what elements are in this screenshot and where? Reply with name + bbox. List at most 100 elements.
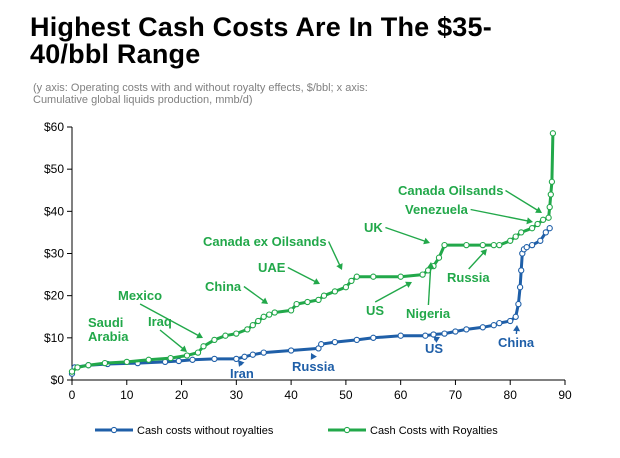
data-point <box>546 225 553 232</box>
title-line-1: Highest Cash Costs Are In The $35- <box>30 12 492 42</box>
annotation-label: Saudi <box>88 315 123 330</box>
annotation-label: Russia <box>447 270 490 285</box>
annotation-arrow <box>139 303 201 338</box>
data-point <box>441 241 448 249</box>
annotation-label: UAE <box>258 260 286 275</box>
arrow-head-icon <box>313 278 320 285</box>
data-point <box>293 300 300 308</box>
data-point <box>528 241 536 249</box>
data-point <box>266 311 273 318</box>
annotation-label: Mexico <box>118 288 162 303</box>
annotation: China <box>498 325 535 350</box>
annotation: UK <box>364 220 430 245</box>
data-point <box>518 229 525 236</box>
annotation: Russia <box>292 353 335 374</box>
data-point <box>490 241 497 249</box>
data-point <box>211 355 218 363</box>
data-point <box>397 273 404 280</box>
y-tick-label: $50 <box>44 162 64 176</box>
data-point <box>523 244 530 251</box>
data-point <box>452 328 459 335</box>
arrow-head-icon <box>433 336 440 343</box>
data-point <box>249 351 256 358</box>
data-point <box>255 317 262 325</box>
y-tick-label: $0 <box>51 373 65 387</box>
annotation-arrow <box>287 266 318 284</box>
series-with <box>68 130 557 375</box>
arrow-head-icon <box>423 237 430 245</box>
annotation-arrow <box>327 241 342 268</box>
data-point <box>370 334 377 341</box>
y-tick-label: $10 <box>44 331 64 345</box>
legend-label: Cash costs without royalties <box>137 425 274 437</box>
annotation: UAE <box>258 260 320 285</box>
x-tick-label: 90 <box>558 388 572 402</box>
annotation-arrow <box>505 189 540 212</box>
x-tick-label: 50 <box>339 388 353 402</box>
data-point <box>479 324 486 331</box>
annotation: US <box>425 336 443 356</box>
data-point <box>512 233 519 240</box>
annotation-label: Arabia <box>88 329 129 344</box>
arrow-head-icon <box>310 353 317 360</box>
annotation-label: Canada Oilsands <box>398 183 503 198</box>
annotation: Nigeria <box>406 262 451 321</box>
arrow-head-icon <box>405 281 412 288</box>
annotation: Arabia <box>88 329 129 344</box>
x-tick-label: 20 <box>175 388 189 402</box>
data-point <box>101 359 109 367</box>
annotation-arrow <box>468 250 486 270</box>
annotation-arrow <box>427 264 432 306</box>
legend-item: Cash Costs with Royalties <box>328 425 498 437</box>
data-point <box>463 241 470 249</box>
data-point <box>331 288 339 295</box>
x-tick-label: 30 <box>230 388 244 402</box>
arrow-head-icon <box>196 332 203 339</box>
legend-marker-icon <box>110 426 118 434</box>
data-point <box>545 214 552 221</box>
data-point <box>183 352 191 359</box>
series-line <box>70 227 551 375</box>
data-point <box>515 300 522 308</box>
data-point <box>549 130 557 137</box>
data-point <box>463 326 470 333</box>
data-point <box>534 220 541 228</box>
data-point <box>353 336 360 344</box>
arrow-head-icon <box>238 360 245 367</box>
y-tick-label: $60 <box>44 120 64 134</box>
series-layer <box>68 130 557 377</box>
data-point <box>175 357 182 365</box>
annotation: China <box>205 279 268 304</box>
data-point <box>547 191 554 198</box>
title-line-2: 40/bbl Range <box>30 39 201 69</box>
data-point <box>211 336 218 344</box>
data-point <box>496 241 503 249</box>
annotation-label: Venezuela <box>405 202 469 217</box>
arrow-head-icon <box>513 325 521 332</box>
data-point <box>318 341 325 348</box>
arrow-head-icon <box>526 217 533 225</box>
data-point <box>397 332 404 339</box>
arrow-head-icon <box>480 249 487 256</box>
data-point <box>287 307 295 314</box>
subtitle-line-2: Cumulative global liquids production, mm… <box>33 94 253 106</box>
annotation: US <box>366 281 412 318</box>
data-point <box>528 225 536 232</box>
data-point <box>516 284 524 291</box>
data-point <box>233 355 240 363</box>
data-point <box>271 309 278 316</box>
data-point <box>287 347 295 354</box>
data-point <box>507 317 514 325</box>
data-point <box>304 298 311 306</box>
subtitle-line-1: (y axis: Operating costs with and withou… <box>33 82 368 94</box>
arrow-head-icon <box>261 297 268 304</box>
data-point <box>435 254 443 261</box>
x-tick-label: 40 <box>284 388 298 402</box>
arrow-head-icon <box>427 262 435 269</box>
annotation: Mexico <box>118 288 203 339</box>
data-point <box>145 356 152 363</box>
data-point <box>518 267 525 274</box>
annotation: Canada ex Oilsands <box>203 234 343 270</box>
annotation-label: US <box>425 341 443 356</box>
